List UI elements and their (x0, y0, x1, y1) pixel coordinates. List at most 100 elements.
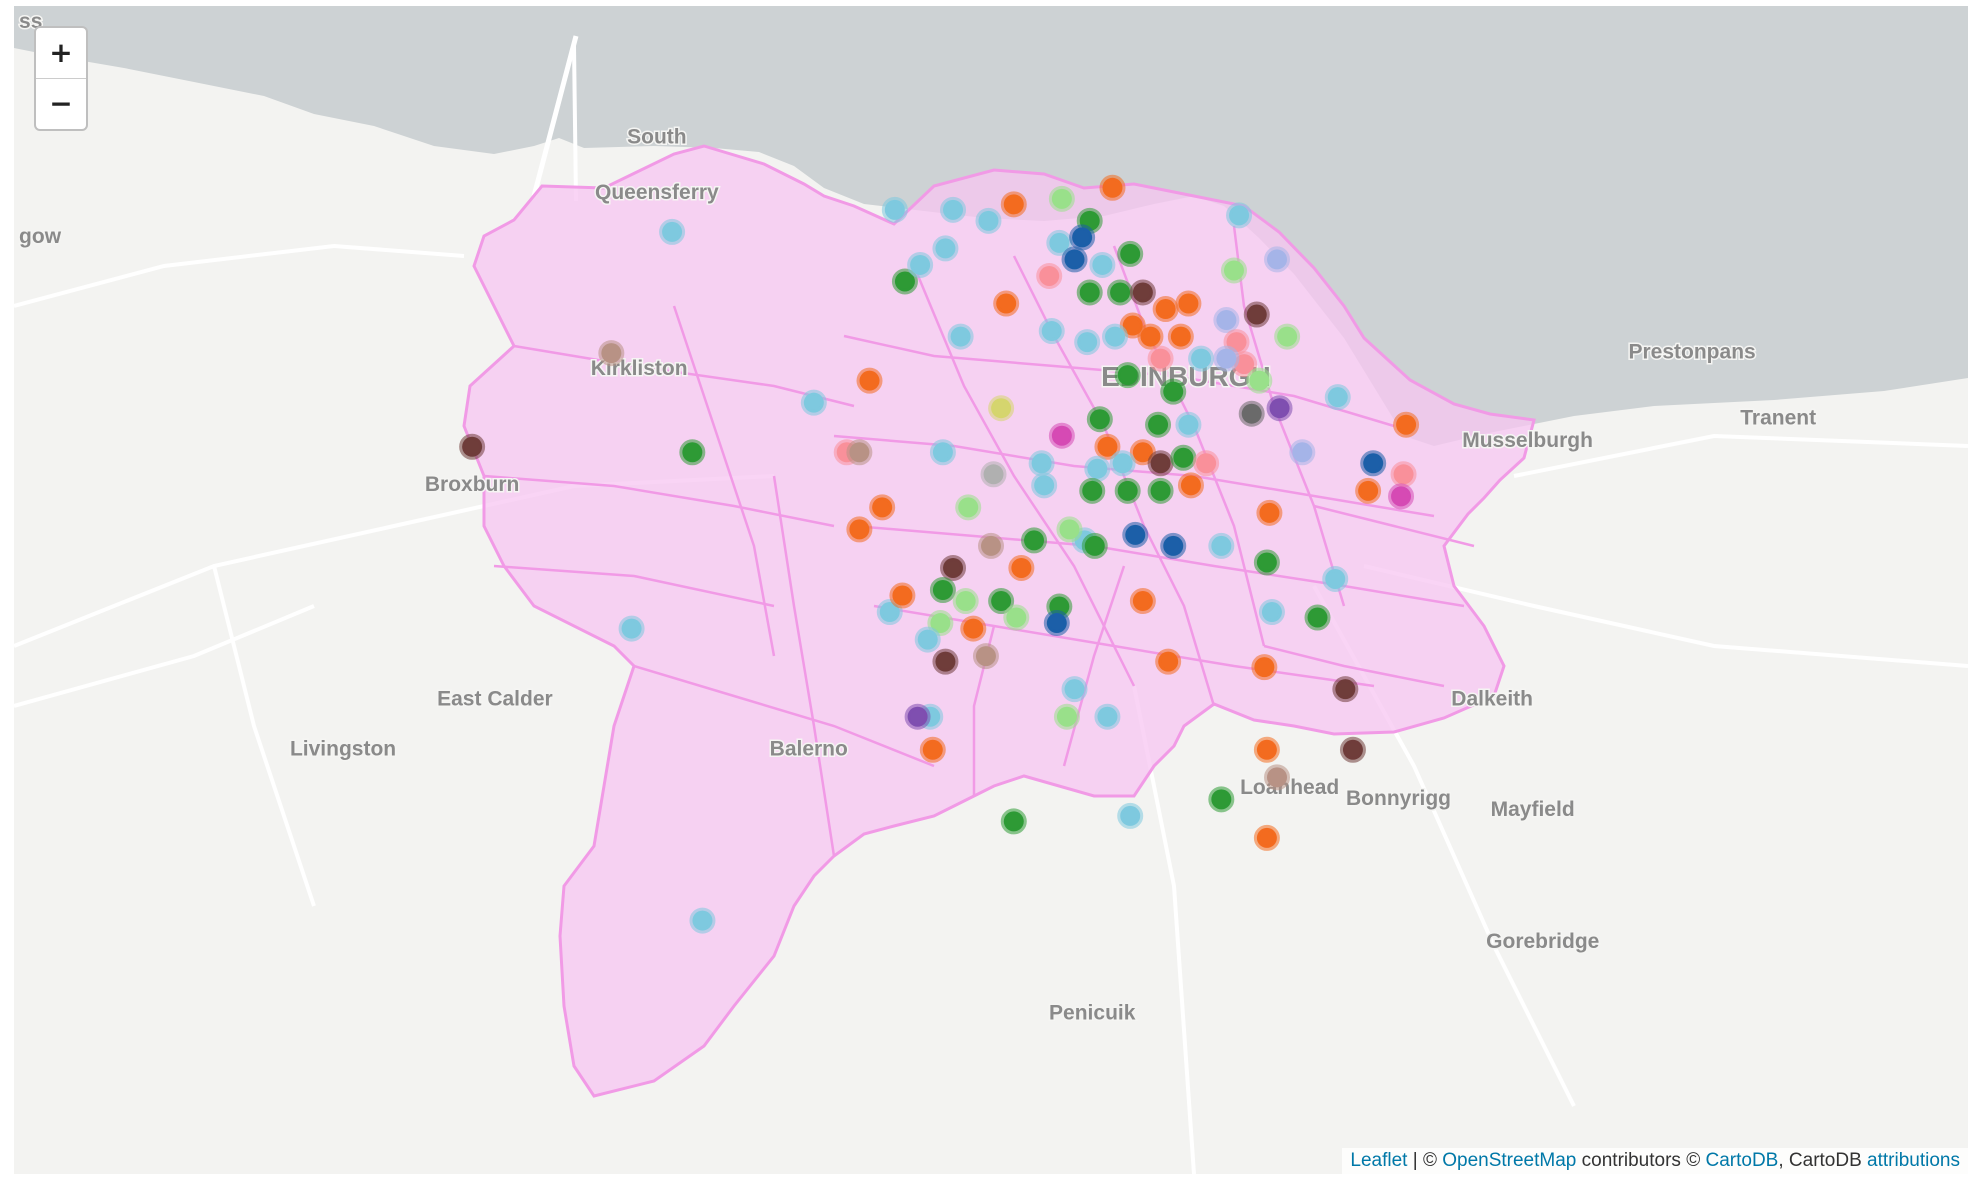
map-marker[interactable] (1048, 185, 1075, 212)
map-marker[interactable] (1094, 433, 1121, 460)
map-marker[interactable] (975, 207, 1002, 234)
map-marker[interactable] (1046, 229, 1073, 256)
map-marker[interactable] (1036, 262, 1063, 289)
map-marker[interactable] (980, 461, 1007, 488)
map-marker[interactable] (1152, 296, 1179, 323)
map-marker[interactable] (1155, 648, 1182, 675)
map-marker[interactable] (1355, 477, 1382, 504)
map-marker[interactable] (1069, 224, 1096, 251)
map-marker[interactable] (1089, 251, 1116, 278)
map-container[interactable]: South Queensferry Kirkliston Broxburn East C… (14, 6, 1968, 1174)
map-marker[interactable] (1102, 323, 1129, 350)
map-marker[interactable] (1119, 312, 1146, 339)
zoom-out-button[interactable]: − (36, 78, 86, 129)
map-marker[interactable] (914, 626, 941, 653)
map-marker[interactable] (947, 323, 974, 350)
map-marker[interactable] (876, 599, 903, 626)
map-marker[interactable] (955, 494, 982, 521)
map-marker[interactable] (1220, 257, 1247, 284)
map-marker[interactable] (1147, 450, 1174, 477)
map-marker[interactable] (1129, 439, 1156, 466)
map-marker[interactable] (1193, 450, 1220, 477)
map-marker[interactable] (1038, 318, 1065, 345)
map-marker[interactable] (689, 907, 716, 934)
map-marker[interactable] (846, 439, 873, 466)
map-marker[interactable] (1332, 676, 1359, 703)
map-marker[interactable] (1253, 736, 1280, 763)
map-marker[interactable] (459, 433, 486, 460)
map-marker[interactable] (929, 439, 956, 466)
map-marker[interactable] (1145, 411, 1172, 438)
map-marker[interactable] (1226, 202, 1253, 229)
map-marker[interactable] (1213, 345, 1240, 372)
map-marker[interactable] (1175, 411, 1202, 438)
map-marker[interactable] (932, 235, 959, 262)
map-marker[interactable] (1246, 367, 1273, 394)
zoom-in-button[interactable]: + (49, 36, 73, 69)
map-marker[interactable] (1074, 329, 1101, 356)
map-marker[interactable] (904, 703, 931, 730)
map-marker[interactable] (1388, 483, 1415, 510)
map-marker[interactable] (846, 516, 873, 543)
map-marker[interactable] (1061, 676, 1088, 703)
map-marker[interactable] (618, 615, 645, 642)
cartodb-link[interactable]: CartoDB (1705, 1150, 1779, 1171)
map-marker[interactable] (1003, 604, 1030, 631)
map-marker[interactable] (659, 218, 686, 245)
map-marker[interactable] (1021, 527, 1048, 554)
map-marker[interactable] (929, 577, 956, 603)
map-marker[interactable] (856, 367, 883, 394)
map-marker[interactable] (1056, 516, 1083, 543)
map-marker[interactable] (927, 610, 954, 637)
map-marker[interactable] (1213, 307, 1240, 334)
map-marker[interactable] (1322, 565, 1349, 592)
map-marker[interactable] (1099, 174, 1126, 201)
map-marker[interactable] (889, 582, 916, 609)
map-marker[interactable] (1251, 654, 1278, 681)
map-marker[interactable] (1117, 240, 1144, 267)
map-marker[interactable] (891, 268, 918, 295)
map-marker[interactable] (993, 290, 1020, 317)
map-marker[interactable] (1160, 378, 1187, 405)
map-marker[interactable] (1043, 610, 1070, 637)
map-marker[interactable] (932, 648, 959, 675)
map-marker[interactable] (1264, 246, 1291, 273)
map-marker[interactable] (598, 340, 625, 367)
openstreetmap-link[interactable]: OpenStreetMap (1442, 1150, 1577, 1171)
map-marker[interactable] (1000, 808, 1027, 835)
map-marker[interactable] (1253, 549, 1280, 576)
map-marker[interactable] (1264, 764, 1291, 791)
map-marker[interactable] (1360, 450, 1387, 477)
map-marker[interactable] (1253, 824, 1280, 851)
map-marker[interactable] (1258, 599, 1285, 626)
map-marker[interactable] (1107, 279, 1134, 306)
map-marker[interactable] (1160, 532, 1187, 559)
map-marker[interactable] (919, 736, 946, 763)
map-marker[interactable] (940, 196, 967, 223)
map-marker[interactable] (1147, 477, 1174, 504)
map-marker[interactable] (1086, 406, 1113, 433)
map-marker[interactable] (1188, 345, 1215, 372)
map-marker[interactable] (1048, 422, 1075, 449)
leaflet-link[interactable]: Leaflet (1350, 1150, 1408, 1171)
map-marker[interactable] (679, 439, 706, 466)
map-marker[interactable] (881, 196, 908, 223)
map-marker[interactable] (1081, 532, 1108, 559)
map-marker[interactable] (1339, 736, 1366, 763)
map-marker[interactable] (1238, 400, 1265, 427)
map-marker[interactable] (1208, 786, 1235, 813)
map-marker[interactable] (1094, 703, 1121, 730)
map-marker[interactable] (1000, 191, 1027, 218)
map-marker[interactable] (1061, 246, 1088, 273)
map-marker[interactable] (988, 588, 1015, 615)
map-marker[interactable] (1243, 301, 1270, 328)
map-marker[interactable] (1208, 532, 1235, 559)
map-marker[interactable] (1008, 554, 1035, 581)
map-marker[interactable] (1114, 477, 1141, 504)
map-marker[interactable] (1393, 411, 1420, 438)
map-marker[interactable] (1324, 384, 1351, 411)
map-marker[interactable] (940, 554, 967, 581)
map-marker[interactable] (1084, 455, 1111, 482)
map-marker[interactable] (1076, 279, 1103, 306)
